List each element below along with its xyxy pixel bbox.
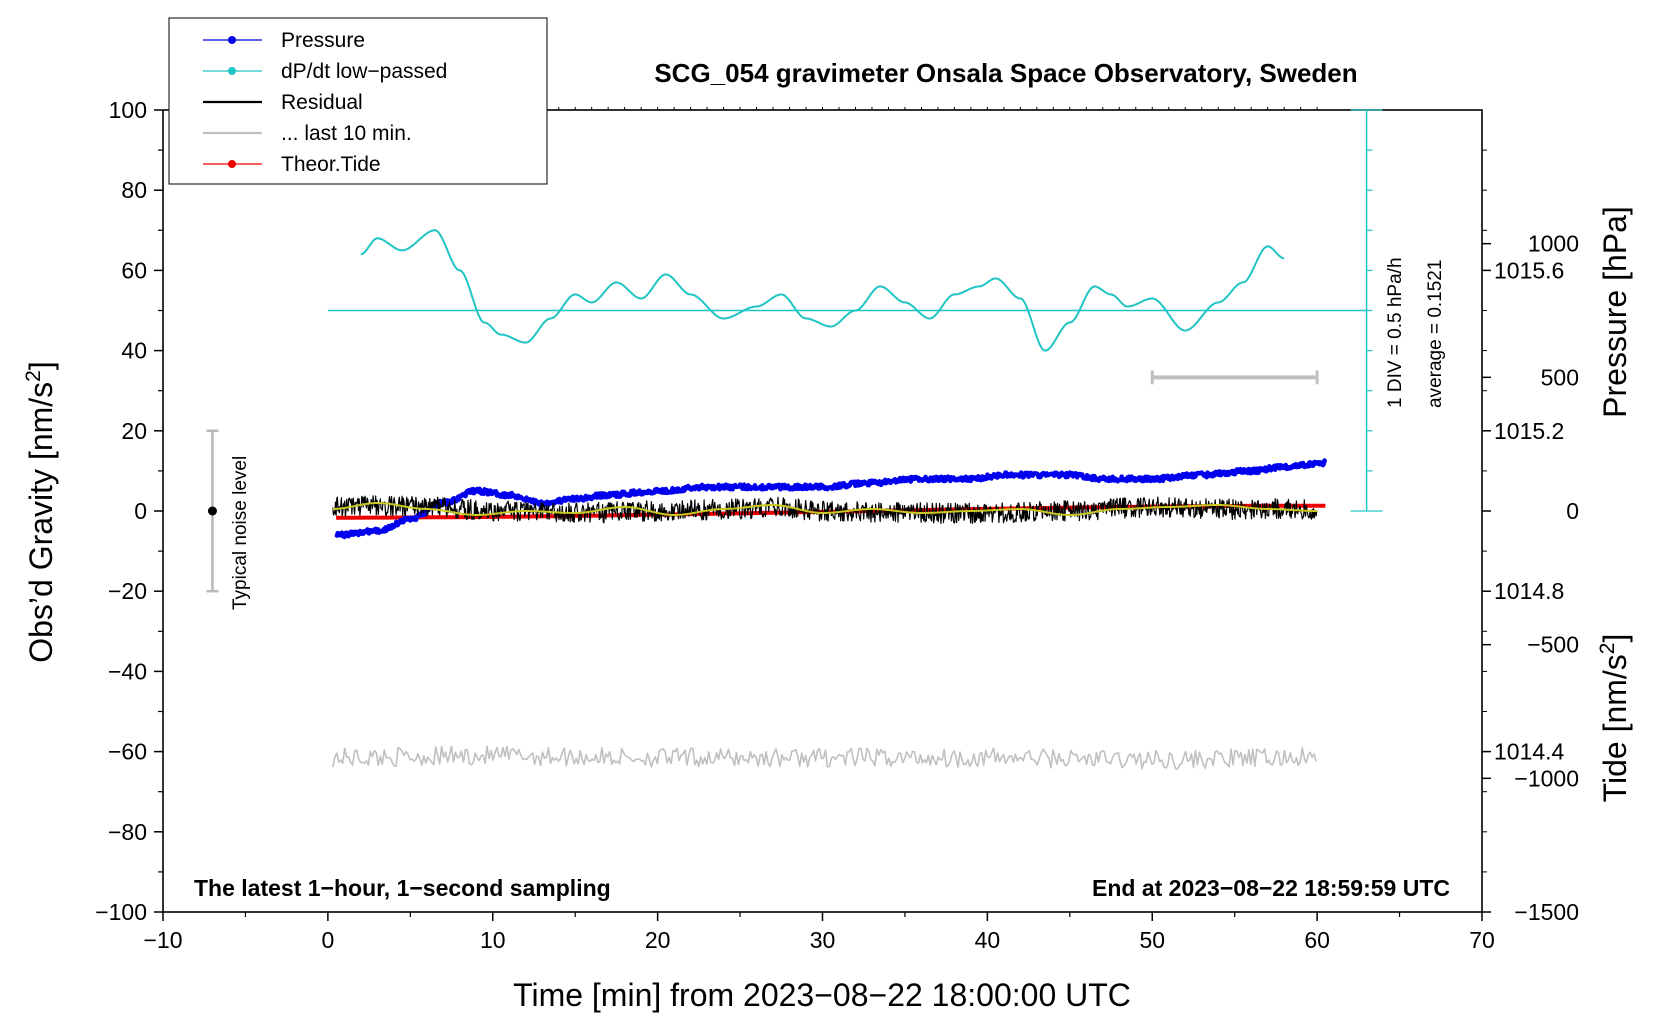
x-tick-label: 70 xyxy=(1469,927,1495,953)
y-left-tick-label: 60 xyxy=(121,257,147,283)
x-tick-label: 40 xyxy=(975,927,1001,953)
y-left-tick-label: 40 xyxy=(121,338,147,364)
y-left-tick-label: 100 xyxy=(109,97,147,123)
series-last-10-min-line xyxy=(332,745,1317,770)
y-axis-title-tide: Tide [nm/s2] xyxy=(1596,634,1633,803)
series-residual-line xyxy=(332,495,1318,525)
legend-label: Theor.Tide xyxy=(281,153,381,176)
y-axis-title-left: Obs’d Gravity [nm/s2] xyxy=(22,361,59,663)
x-tick-label: 20 xyxy=(645,927,671,953)
y-left-tick-label: −80 xyxy=(108,819,147,845)
legend-label: ... last 10 min. xyxy=(281,122,412,145)
noise-level-label: Typical noise level xyxy=(230,456,251,610)
legend-label: dP/dt low−passed xyxy=(281,60,447,83)
x-tick-label: 0 xyxy=(321,927,334,953)
pressure-tick-label: 1014.8 xyxy=(1494,578,1564,604)
legend-label: Residual xyxy=(281,91,363,114)
x-tick-label: 50 xyxy=(1139,927,1165,953)
x-tick-label: 60 xyxy=(1304,927,1330,953)
footer-left: The latest 1−hour, 1−second sampling xyxy=(194,875,611,901)
chart-title: SCG_054 gravimeter Onsala Space Observat… xyxy=(654,58,1357,88)
pressure-tick-label: 1015.6 xyxy=(1494,257,1564,283)
pressure-tick-label: 1014.4 xyxy=(1494,739,1565,765)
x-tick-label: 30 xyxy=(810,927,836,953)
tide-tick-label: −1500 xyxy=(1514,899,1579,925)
axis-ticks: −10 0 10 20 30 40 50 60 70−100−80−60−40−20020406… xyxy=(95,97,1579,953)
series-group xyxy=(327,229,1367,770)
footer-right: End at 2023−08−22 18:59:59 UTC xyxy=(1092,875,1450,901)
annotation-group xyxy=(206,109,1383,593)
y-left-tick-label: −40 xyxy=(108,658,147,684)
tide-tick-label: 1000 xyxy=(1528,231,1579,257)
series-residual-smoothed-line xyxy=(332,502,1318,516)
legend-marker xyxy=(228,67,236,75)
tide-tick-label: 500 xyxy=(1541,364,1579,390)
legend-marker xyxy=(228,160,236,168)
y-left-tick-label: 20 xyxy=(121,418,147,444)
y-left-tick-label: 0 xyxy=(134,498,147,524)
x-axis-title: Time [min] from 2023−08−22 18:00:00 UTC xyxy=(513,977,1131,1013)
tide-tick-label: 0 xyxy=(1566,498,1579,524)
tide-tick-label: −500 xyxy=(1527,632,1579,658)
legend-label: Pressure xyxy=(281,29,365,52)
noise-bar-center-dot xyxy=(207,506,217,516)
dpdt-average-label: average = 0.1521 xyxy=(1425,260,1446,408)
pressure-tick-label: 1015.2 xyxy=(1494,418,1564,444)
series-pressure-line xyxy=(334,458,1328,540)
legend-marker xyxy=(228,36,236,44)
y-axis-title-pressure: Pressure [hPa] xyxy=(1597,206,1633,418)
dpdt-scale-label: 1 DIV = 0.5 hPa/h xyxy=(1385,257,1406,408)
y-left-tick-label: −100 xyxy=(95,899,147,925)
legend: Pressure dP/dt low−passed Residual ... last… xyxy=(168,17,548,185)
x-tick-label: −10 xyxy=(143,927,182,953)
tide-tick-label: −1000 xyxy=(1514,765,1579,791)
y-left-tick-label: −60 xyxy=(108,739,147,765)
x-tick-label: 10 xyxy=(480,927,506,953)
y-left-tick-label: 80 xyxy=(121,177,147,203)
y-left-tick-label: −20 xyxy=(108,578,147,604)
series-dp-dt-low-passed-line xyxy=(360,229,1285,352)
